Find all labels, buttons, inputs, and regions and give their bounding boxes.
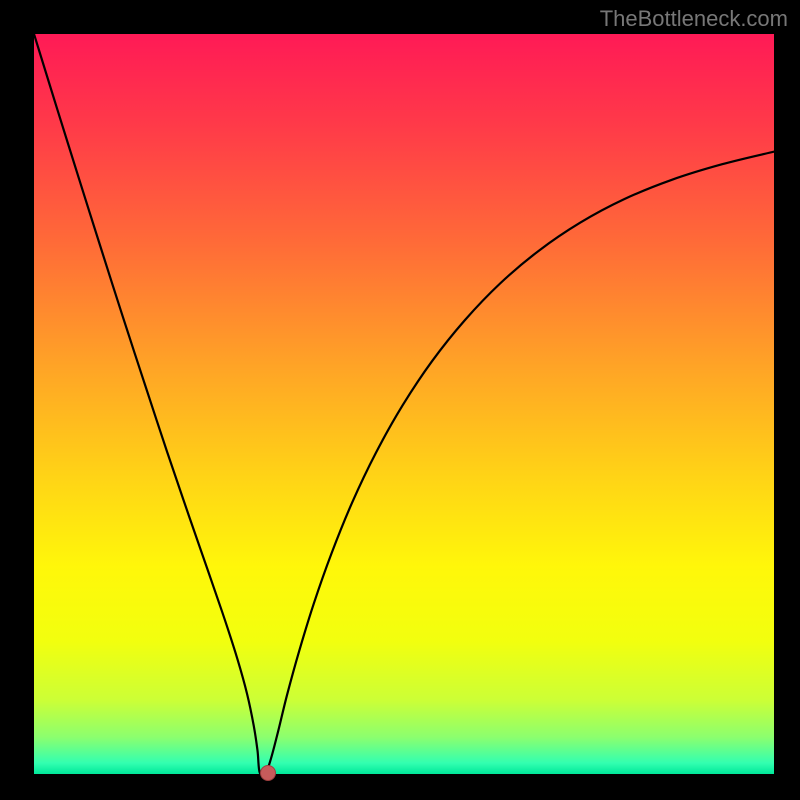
watermark: TheBottleneck.com [600, 6, 788, 32]
plot-area [34, 34, 774, 774]
minimum-marker [260, 765, 276, 781]
curve-svg [34, 34, 774, 774]
bottleneck-curve [34, 34, 774, 774]
